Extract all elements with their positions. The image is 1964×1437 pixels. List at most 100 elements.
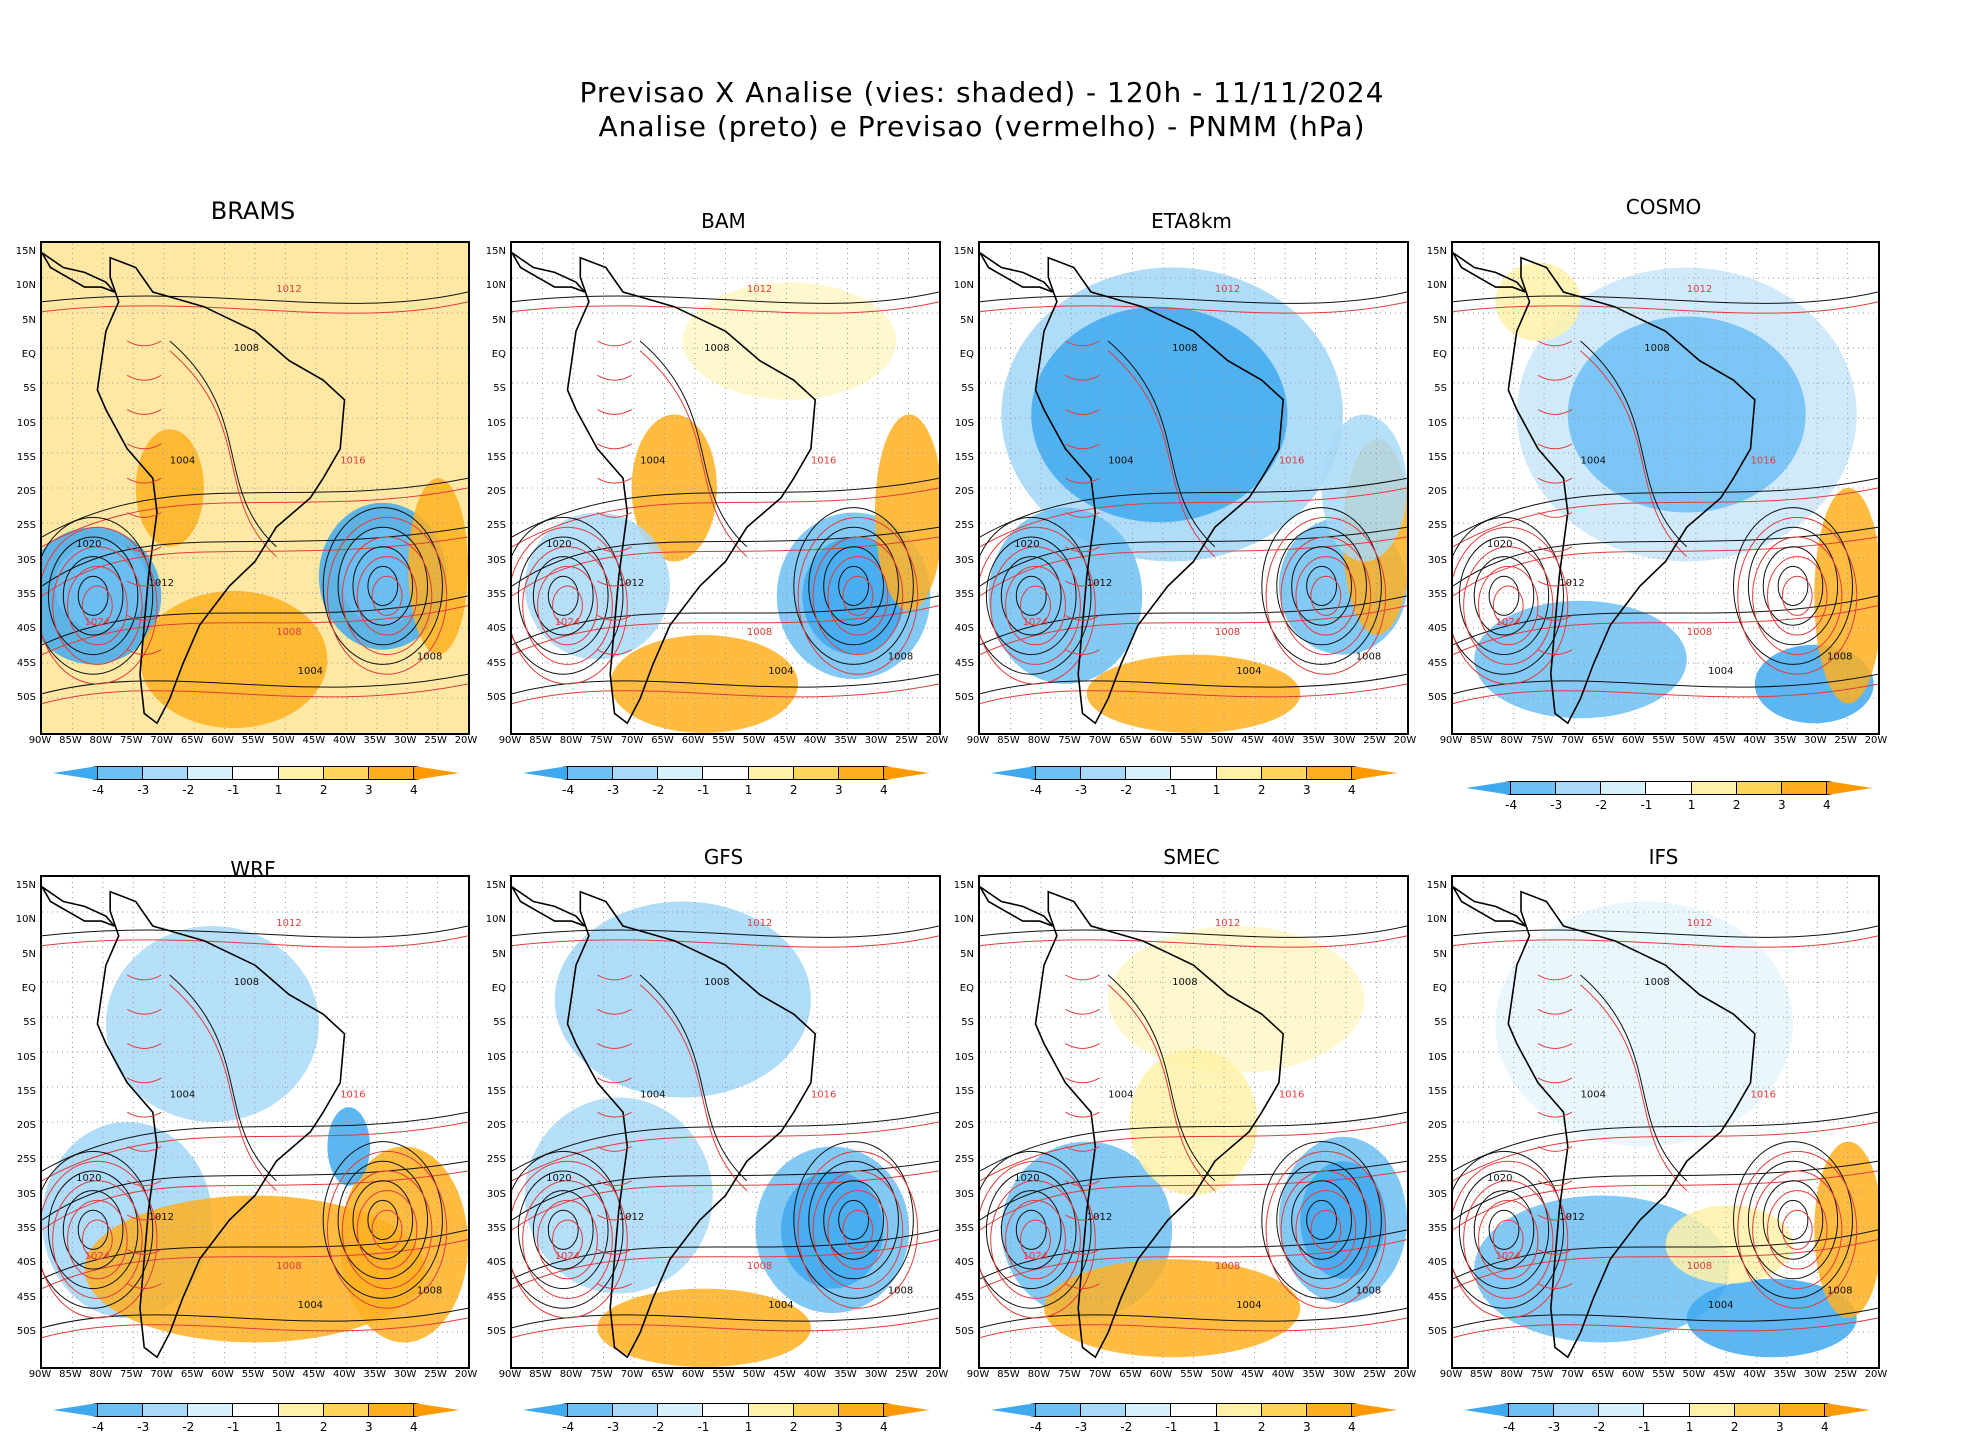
colorbar-tick-label: 1 xyxy=(744,1420,753,1434)
forecast-isobar xyxy=(512,487,939,548)
bias-shading xyxy=(1474,901,1878,1358)
colorbar-tick-label: 2 xyxy=(319,783,328,797)
isobar-label: 1004 xyxy=(1581,1090,1606,1101)
analysis-isobar xyxy=(547,575,579,616)
isobar-label: 1004 xyxy=(298,1300,323,1311)
analysis-isobar xyxy=(367,565,399,607)
latitude-label: 20S xyxy=(954,486,974,498)
colorbar-tick-label: 3 xyxy=(834,783,843,797)
bias-map: 1012 1008 1004 1016 1020 1012 1008 1008 1004 1024 xyxy=(980,243,1407,733)
analysis-isobar xyxy=(42,925,468,938)
analysis-isobar xyxy=(547,1209,579,1250)
latitude-label: EQ xyxy=(959,982,974,994)
forecast-isobar xyxy=(1310,1209,1342,1250)
colorbar-swatch xyxy=(1171,766,1217,780)
isobar-label: 1008 xyxy=(1172,977,1197,988)
forecast-isobar xyxy=(126,1283,162,1290)
forecast-isobar xyxy=(597,443,632,450)
colorbar-tick-label: -2 xyxy=(1120,1420,1133,1434)
colorbar-tick-label: 2 xyxy=(1732,798,1741,812)
latitude-label: EQ xyxy=(1432,982,1447,994)
isobar-label: 1008 xyxy=(1827,652,1852,663)
forecast-isobar xyxy=(1767,1190,1828,1270)
analysis-isobar xyxy=(512,595,939,646)
map-frame: 1012 1008 1004 1016 1020 1012 1008 1008 1004 1024 xyxy=(40,875,470,1369)
latitude-label: 5N xyxy=(492,948,506,960)
colorbar-tick-label: -3 xyxy=(1075,1420,1088,1434)
colorbar-tick-label: -3 xyxy=(137,783,150,797)
colorbar-swatch xyxy=(368,1403,414,1417)
analysis-isobar xyxy=(322,1141,443,1299)
longitude-label: 45W xyxy=(1241,735,1264,746)
colorbar-tick-label: -4 xyxy=(1030,783,1043,797)
longitude-label: 20W xyxy=(1864,1369,1888,1380)
forecast-isobar xyxy=(1065,974,1100,981)
isobar-label: 1012 xyxy=(1087,1212,1112,1223)
colorbar-swatch xyxy=(1601,781,1647,795)
analysis-isobar xyxy=(1473,556,1535,636)
longitude-label: 35W xyxy=(363,735,387,746)
longitude-label: 85W xyxy=(997,1369,1020,1380)
latitude-label: 15N xyxy=(15,246,36,257)
latitude-label: 10N xyxy=(953,280,974,292)
analysis-isobar xyxy=(42,1229,468,1280)
analysis-isobar xyxy=(793,507,914,665)
forecast-isobar xyxy=(597,1283,632,1290)
latitude-label: 45S xyxy=(16,1291,36,1303)
bias-map: 1012 1008 1004 1016 1020 1012 1008 1008 1004 1024 xyxy=(42,243,468,733)
longitude-label: 70W xyxy=(1561,1369,1584,1380)
forecast-isobar xyxy=(1065,1077,1100,1084)
lat-lon-grid xyxy=(1453,877,1878,1367)
latitude-label: EQ xyxy=(959,348,974,360)
isobar-label: 1020 xyxy=(1487,539,1512,550)
colorbar-swatch xyxy=(838,1403,884,1417)
colorbar-swatch xyxy=(613,766,659,780)
longitude-label: 75W xyxy=(1530,735,1554,746)
latitude-label: 10S xyxy=(1427,1051,1447,1063)
longitude-label: 70W xyxy=(150,735,174,746)
forecast-isobar xyxy=(639,984,748,1191)
forecast-isobar xyxy=(827,1190,889,1270)
longitude-label: 65W xyxy=(651,1369,674,1380)
forecast-isobar xyxy=(42,1317,468,1339)
latitude-label: 20S xyxy=(1427,486,1447,498)
central-america-coastline xyxy=(1453,252,1526,293)
latitude-label: EQ xyxy=(21,982,36,994)
forecast-isobar xyxy=(1065,409,1100,415)
forecast-isobar xyxy=(1453,301,1878,314)
isobar-label: 1004 xyxy=(640,1090,665,1101)
model-name: BAM xyxy=(701,209,746,233)
longitude-label: 85W xyxy=(1470,1369,1493,1380)
central-america-coastline xyxy=(1453,886,1526,927)
isobar-label: 1012 xyxy=(619,1212,644,1223)
latitude-label: 30S xyxy=(954,1188,974,1200)
latitude-label: 40S xyxy=(954,623,974,635)
colorbar-swatch xyxy=(523,1403,569,1417)
bias-area xyxy=(54,541,149,631)
longitude-label: 50W xyxy=(1210,1369,1234,1380)
forecast-isobar xyxy=(1537,1214,1573,1221)
latitude-label: 10S xyxy=(16,417,36,429)
model-name: ETA8km xyxy=(1151,209,1232,233)
isobar-label: 1012 xyxy=(1687,284,1712,295)
isobar-label: 1012 xyxy=(1559,1212,1584,1223)
colorbar-tick-label: -3 xyxy=(1075,783,1088,797)
latitude-label: 15S xyxy=(486,451,506,463)
analysis-isobar xyxy=(1458,1170,1550,1290)
isobar-label: 1012 xyxy=(747,918,772,929)
forecast-isobar xyxy=(1020,585,1051,626)
colorbar-tick-label: -1 xyxy=(1638,1420,1651,1434)
latitude-label: 35S xyxy=(16,1223,36,1234)
latitude-label: 5N xyxy=(1433,948,1447,960)
bias-area xyxy=(631,414,717,562)
forecast-isobar xyxy=(812,536,904,656)
colorbar-tick-label: -2 xyxy=(652,783,665,797)
analysis-isobar xyxy=(1453,1150,1564,1309)
latitude-label: 50S xyxy=(16,691,36,703)
isobar-label: 1012 xyxy=(149,578,174,589)
forecast-isobar xyxy=(67,565,128,646)
forecast-isobar xyxy=(597,409,632,415)
longitude-label: 85W xyxy=(59,1369,82,1380)
longitude-label: 85W xyxy=(997,735,1020,746)
analysis-isobar xyxy=(1453,291,1878,304)
